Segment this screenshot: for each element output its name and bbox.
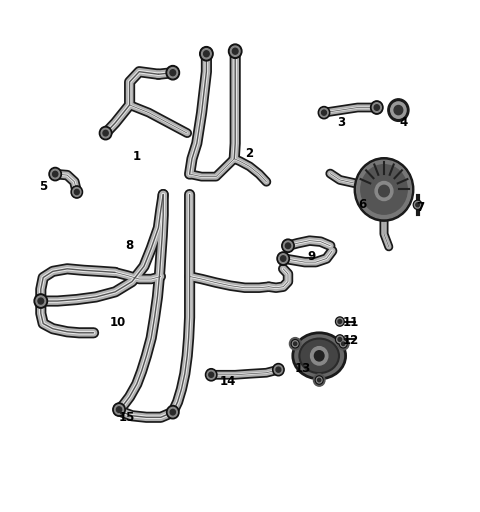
Circle shape xyxy=(375,182,393,201)
Circle shape xyxy=(313,374,325,386)
Circle shape xyxy=(339,339,347,348)
Circle shape xyxy=(282,239,294,252)
Circle shape xyxy=(315,376,323,384)
Circle shape xyxy=(318,106,330,119)
Circle shape xyxy=(168,408,177,417)
Text: 13: 13 xyxy=(294,362,311,375)
Circle shape xyxy=(394,105,403,115)
Text: 5: 5 xyxy=(39,180,48,194)
Circle shape xyxy=(374,105,379,110)
Circle shape xyxy=(413,200,422,209)
Circle shape xyxy=(168,68,178,78)
Circle shape xyxy=(338,319,342,324)
Circle shape xyxy=(281,256,286,261)
Circle shape xyxy=(336,335,344,344)
Text: 3: 3 xyxy=(337,116,345,130)
Circle shape xyxy=(167,406,179,419)
Text: 11: 11 xyxy=(342,316,359,329)
Circle shape xyxy=(316,377,322,383)
Text: 15: 15 xyxy=(119,411,135,424)
Circle shape xyxy=(284,241,292,250)
Circle shape xyxy=(101,129,110,138)
Circle shape xyxy=(207,370,216,379)
Circle shape xyxy=(279,254,288,263)
Circle shape xyxy=(337,336,343,343)
Text: 4: 4 xyxy=(399,116,408,130)
Text: 7: 7 xyxy=(416,201,424,214)
Circle shape xyxy=(276,367,281,372)
Circle shape xyxy=(230,46,240,56)
Circle shape xyxy=(202,49,211,59)
Circle shape xyxy=(49,167,61,181)
Circle shape xyxy=(391,102,406,118)
Circle shape xyxy=(337,318,343,325)
Circle shape xyxy=(71,186,83,198)
Circle shape xyxy=(338,337,342,342)
Circle shape xyxy=(274,365,283,374)
Circle shape xyxy=(115,405,123,414)
Circle shape xyxy=(357,160,411,219)
Circle shape xyxy=(371,101,383,114)
Circle shape xyxy=(99,126,112,140)
Circle shape xyxy=(204,51,209,57)
Circle shape xyxy=(277,252,289,265)
Circle shape xyxy=(314,351,324,361)
Circle shape xyxy=(416,203,420,207)
Circle shape xyxy=(361,165,407,214)
Circle shape xyxy=(415,202,420,208)
Circle shape xyxy=(320,108,328,117)
Circle shape xyxy=(322,110,326,115)
Text: 2: 2 xyxy=(246,147,253,160)
Circle shape xyxy=(200,47,213,61)
Circle shape xyxy=(372,103,381,112)
Circle shape xyxy=(117,407,121,412)
Text: 1: 1 xyxy=(133,150,141,163)
Text: 8: 8 xyxy=(125,239,134,252)
Text: 10: 10 xyxy=(109,316,126,329)
Circle shape xyxy=(113,403,125,416)
Circle shape xyxy=(340,341,346,347)
Circle shape xyxy=(379,185,389,197)
Circle shape xyxy=(337,337,349,350)
Text: 6: 6 xyxy=(358,198,367,211)
Circle shape xyxy=(53,172,58,177)
Circle shape xyxy=(286,243,290,248)
Circle shape xyxy=(289,337,301,350)
Circle shape xyxy=(318,378,321,382)
Circle shape xyxy=(336,317,344,326)
Circle shape xyxy=(205,369,217,381)
Circle shape xyxy=(342,342,345,346)
Circle shape xyxy=(294,342,297,346)
Circle shape xyxy=(291,339,299,348)
Circle shape xyxy=(36,296,46,306)
Circle shape xyxy=(273,364,284,376)
Circle shape xyxy=(228,44,242,58)
Circle shape xyxy=(166,66,180,80)
Circle shape xyxy=(170,70,176,76)
Text: 14: 14 xyxy=(220,375,236,388)
Text: 12: 12 xyxy=(342,334,359,347)
Circle shape xyxy=(74,189,79,195)
Circle shape xyxy=(354,158,414,221)
Circle shape xyxy=(38,298,44,304)
Circle shape xyxy=(34,294,48,308)
Circle shape xyxy=(311,347,328,365)
Circle shape xyxy=(209,372,214,377)
Ellipse shape xyxy=(293,333,346,379)
Circle shape xyxy=(170,410,175,415)
Circle shape xyxy=(72,187,81,197)
Ellipse shape xyxy=(300,338,339,373)
Circle shape xyxy=(232,48,238,54)
Text: 9: 9 xyxy=(308,249,316,263)
Circle shape xyxy=(292,341,298,347)
Circle shape xyxy=(51,169,60,179)
Circle shape xyxy=(388,99,409,121)
Circle shape xyxy=(103,131,108,136)
